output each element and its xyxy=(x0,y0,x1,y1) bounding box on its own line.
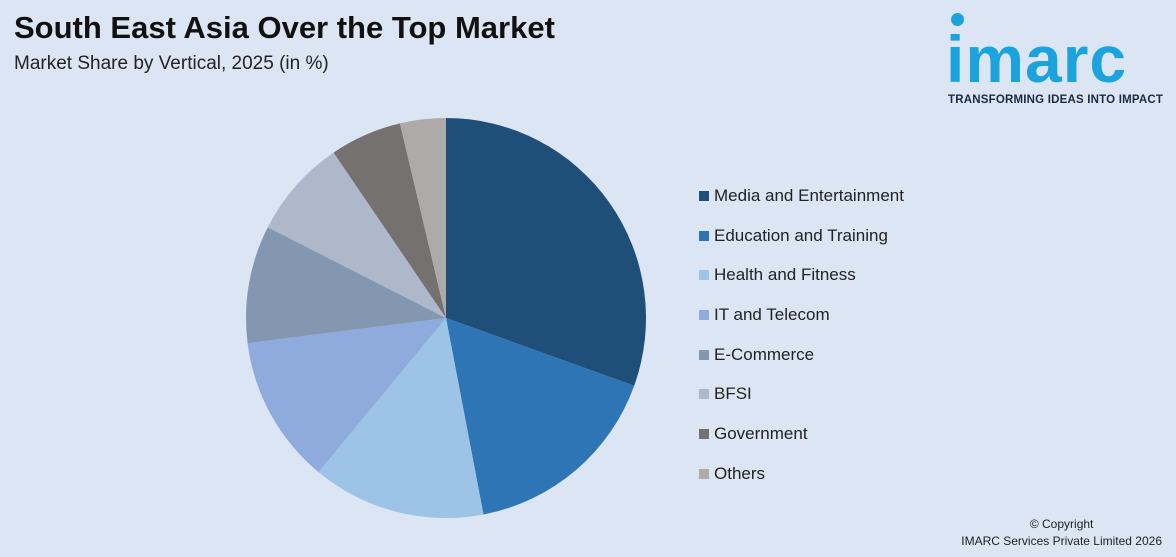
copyright-notice: © Copyright IMARC Services Private Limit… xyxy=(961,516,1162,550)
chart-legend: Media and Entertainment Education and Tra… xyxy=(699,176,904,494)
legend-swatch xyxy=(699,428,709,439)
pie-slices xyxy=(246,118,647,519)
legend-swatch xyxy=(699,270,709,281)
legend-swatch xyxy=(699,190,709,201)
legend-item: IT and Telecom xyxy=(699,295,904,335)
legend-item: Government xyxy=(699,414,904,454)
legend-label: BFSI xyxy=(714,384,752,404)
legend-item: Health and Fitness xyxy=(699,255,904,295)
pie-slice-media-and-entertainment xyxy=(446,118,647,386)
legend-label: IT and Telecom xyxy=(714,304,830,324)
legend-swatch xyxy=(699,349,709,360)
logo-tagline: TRANSFORMING IDEAS INTO IMPACT xyxy=(948,94,1164,106)
pie-slice-education-and-training xyxy=(446,318,635,515)
legend-swatch xyxy=(699,468,709,479)
pie-slice-government xyxy=(333,123,446,318)
legend-label: Media and Entertainment xyxy=(714,185,904,205)
legend-label: Education and Training xyxy=(714,225,888,245)
legend-label: Others xyxy=(714,463,766,483)
legend-item: BFSI xyxy=(699,374,904,414)
pie-slice-bfsi xyxy=(267,152,446,318)
copyright-company: IMARC Services Private Limited 2026 xyxy=(961,534,1162,548)
imarc-logo: imarc TRANSFORMING IDEAS INTO IMPACT xyxy=(946,12,1170,112)
legend-item: Media and Entertainment xyxy=(699,176,904,216)
legend-label: Government xyxy=(714,423,808,443)
legend-swatch xyxy=(699,230,709,241)
pie-slice-e-commerce xyxy=(246,227,446,344)
pie-slice-health-and-fitness xyxy=(318,318,484,519)
legend-item: Education and Training xyxy=(699,216,904,256)
logo-wordmark: imarc xyxy=(946,22,1128,96)
chart-subtitle: Market Share by Vertical, 2025 (in %) xyxy=(14,53,329,74)
copyright-line: © Copyright xyxy=(1029,517,1094,531)
chart-title: South East Asia Over the Top Market xyxy=(14,10,555,45)
legend-label: E-Commerce xyxy=(714,344,815,364)
legend-swatch xyxy=(699,309,709,320)
pie-slice-others xyxy=(399,118,446,318)
logo-dot-icon xyxy=(951,13,964,26)
legend-item: E-Commerce xyxy=(699,335,904,375)
legend-label: Health and Fitness xyxy=(714,265,856,285)
legend-swatch xyxy=(699,389,709,400)
pie-slice-it-and-telecom xyxy=(247,318,446,473)
legend-item: Others xyxy=(699,454,904,494)
